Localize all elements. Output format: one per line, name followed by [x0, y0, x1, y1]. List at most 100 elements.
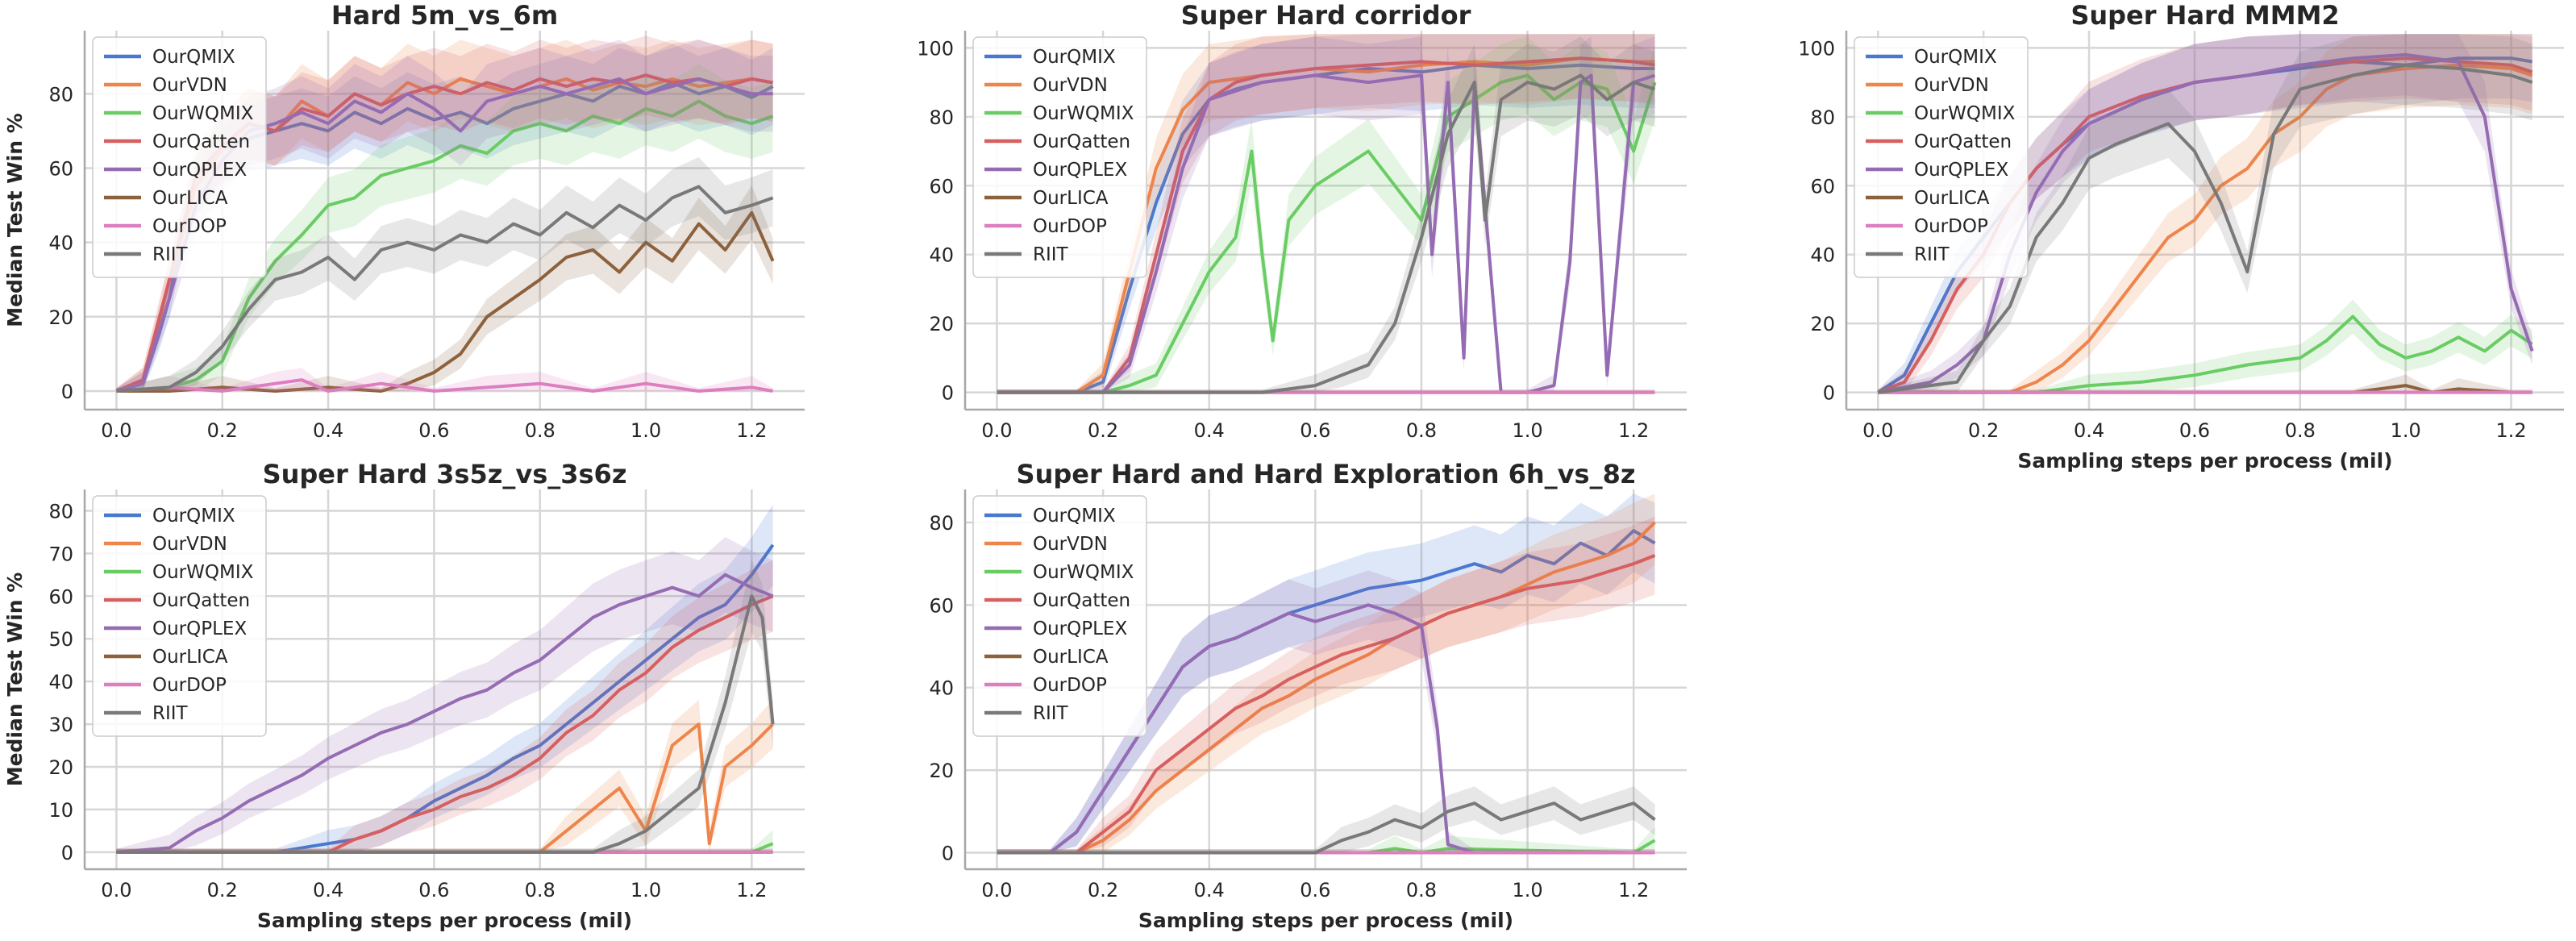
y-tick-label: 60 — [929, 175, 954, 198]
y-tick-label: 80 — [48, 83, 73, 106]
panel-1: 0.0 0.2 0.4 0.6 0.8 1.0 1.2 0 20 40 60 80 Hard 5m_vs… — [3, 0, 805, 442]
legend-entry: OurQPLEX — [1914, 160, 2008, 181]
legend-entry: RIIT — [152, 244, 189, 265]
x-axis-label: Sampling steps per process (mil) — [257, 909, 632, 932]
x-tick-label: 0.2 — [207, 879, 238, 901]
series-band-ourlica — [1878, 374, 2532, 393]
y-tick-label: 100 — [1798, 37, 1835, 60]
x-tick-label: 0.4 — [1194, 419, 1225, 442]
legend-entry: OurWQMIX — [1033, 562, 1134, 583]
legend: OurQMIX OurVDN OurWQMIX OurQatten OurQPLEX Ou… — [972, 36, 1147, 278]
series-band-ourvdn — [997, 34, 1655, 393]
series-line-ourqatten — [997, 56, 1655, 394]
panel-5: 0.0 0.2 0.4 0.6 0.8 1.0 1.2 0 20 40 60 80 Super Hard… — [929, 459, 1687, 932]
series-line-ourwqmix — [1878, 314, 2533, 394]
legend-entry: OurLICA — [1914, 188, 1990, 209]
legend-entry: OurQPLEX — [152, 160, 247, 181]
y-tick-label: 80 — [929, 512, 954, 535]
x-axis-label: Sampling steps per process (mil) — [1138, 909, 1513, 932]
y-tick-label: 0 — [942, 382, 954, 405]
legend-entry: OurQatten — [1033, 131, 1130, 152]
legend-box — [972, 495, 1147, 737]
series-band-ourqmix — [997, 34, 1655, 393]
series-line-ourqplex — [116, 573, 774, 854]
y-tick-label: 70 — [48, 543, 73, 565]
legend-entry: OurVDN — [1914, 75, 1989, 96]
legend-entry: OurWQMIX — [1914, 103, 2016, 124]
x-tick-label: 0.8 — [1406, 879, 1437, 901]
panel-title: Super Hard MMM2 — [2070, 0, 2339, 31]
legend: OurQMIX OurVDN OurWQMIX OurQatten OurQPLEX Ou… — [972, 495, 1147, 737]
legend-entry: OurDOP — [152, 675, 227, 696]
series-band-ourqplex — [997, 570, 1655, 853]
series-band-ourqplex — [116, 537, 773, 852]
legend-entry: OurWQMIX — [152, 103, 254, 124]
panel-title: Super Hard corridor — [1181, 0, 1471, 31]
series-line-ourqatten — [997, 554, 1656, 855]
y-tick-label: 0 — [61, 842, 73, 864]
series-line-ourdop — [116, 378, 773, 393]
panel-title: Hard 5m_vs_6m — [331, 0, 558, 31]
y-tick-label: 80 — [929, 106, 954, 129]
y-tick-label: 20 — [48, 306, 73, 329]
x-tick-label: 0.4 — [313, 879, 343, 901]
legend-entry: OurQMIX — [152, 47, 235, 68]
y-tick-label: 20 — [929, 760, 954, 782]
x-tick-label: 0.8 — [525, 879, 556, 901]
y-tick-label: 40 — [1810, 244, 1835, 267]
y-tick-label: 40 — [929, 677, 954, 700]
x-tick-label: 0.6 — [418, 879, 449, 901]
series-band-ourwqmix — [116, 830, 773, 852]
legend-entry: OurQMIX — [152, 506, 235, 527]
x-tick-label: 0.0 — [981, 879, 1012, 901]
y-tick-label: 60 — [1810, 175, 1835, 198]
x-tick-label: 1.0 — [630, 879, 661, 901]
x-tick-label: 0.8 — [1406, 419, 1437, 442]
y-tick-label: 30 — [48, 714, 73, 736]
panel-title: Super Hard 3s5z_vs_3s6z — [263, 459, 627, 489]
series-band-ourvdn — [116, 699, 773, 852]
x-tick-label: 0.8 — [2285, 419, 2316, 442]
legend-entry: OurQMIX — [1033, 506, 1116, 527]
legend-entry: RIIT — [1033, 244, 1069, 265]
series-line-riit — [116, 594, 775, 854]
y-tick-label: 20 — [1810, 313, 1835, 335]
legend-entry: OurLICA — [152, 647, 228, 668]
series-line-ourqatten — [116, 594, 774, 854]
y-tick-label: 0 — [61, 381, 73, 403]
y-tick-label: 20 — [48, 756, 73, 779]
series-band-ourwqmix — [1878, 299, 2532, 393]
x-tick-label: 0.2 — [1088, 879, 1118, 901]
series-line-ourqplex — [997, 603, 1655, 855]
x-tick-label: 0.2 — [1088, 419, 1118, 442]
legend-entry: OurQatten — [152, 590, 250, 611]
y-tick-label: 0 — [1823, 382, 1835, 405]
series-band-ourwqmix — [997, 36, 1655, 393]
legend-entry: OurQatten — [1033, 590, 1130, 611]
x-tick-label: 0.0 — [101, 419, 131, 442]
legend-entry: OurQPLEX — [152, 618, 247, 639]
y-tick-label: 40 — [929, 244, 954, 267]
legend-entry: OurDOP — [1033, 675, 1107, 696]
legend-box — [92, 495, 267, 737]
x-tick-label: 0.0 — [1862, 419, 1893, 442]
series-band-ourqatten — [116, 560, 773, 852]
legend-entry: OurVDN — [1033, 534, 1108, 555]
y-tick-label: 100 — [917, 37, 954, 60]
panel-3: 0.0 0.2 0.4 0.6 0.8 1.0 1.2 0 20 40 60 80 100 Super H… — [1798, 0, 2564, 473]
legend-entry: RIIT — [1033, 703, 1069, 724]
x-tick-label: 1.2 — [1618, 419, 1649, 442]
legend-entry: OurDOP — [152, 216, 227, 237]
series-line-riit — [997, 73, 1656, 394]
legend-box — [1854, 36, 2029, 278]
legend-entry: RIIT — [1914, 244, 1950, 265]
x-tick-label: 1.0 — [2391, 419, 2421, 442]
x-tick-label: 0.6 — [1300, 879, 1330, 901]
x-tick-label: 1.2 — [736, 879, 767, 901]
series-line-ourwqmix — [116, 99, 774, 393]
y-tick-label: 60 — [929, 594, 954, 617]
x-tick-label: 1.2 — [2495, 419, 2526, 442]
x-tick-label: 0.6 — [418, 419, 449, 442]
panel-2: 0.0 0.2 0.4 0.6 0.8 1.0 1.2 0 20 40 60 80 100 Super H… — [917, 0, 1687, 442]
series-band-ourdop — [116, 368, 773, 391]
